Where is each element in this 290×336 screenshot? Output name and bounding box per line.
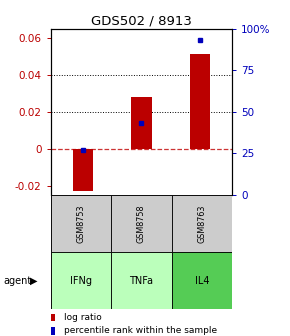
Bar (190, 54, 210, 149)
Bar (111, 252, 172, 309)
Text: IFNg: IFNg (70, 276, 92, 286)
Text: log ratio: log ratio (64, 313, 102, 322)
Bar (51, 252, 111, 309)
Bar (51, 195, 111, 252)
Title: GDS502 / 8913: GDS502 / 8913 (91, 14, 192, 28)
Text: percentile rank within the sample: percentile rank within the sample (64, 327, 217, 335)
Text: agent: agent (3, 276, 31, 286)
Bar (131, 97, 152, 149)
Text: GSM8763: GSM8763 (197, 204, 206, 243)
Text: GSM8758: GSM8758 (137, 204, 146, 243)
Text: ▶: ▶ (30, 276, 38, 286)
Bar (172, 252, 232, 309)
Bar (73, 149, 93, 191)
Text: TNFa: TNFa (129, 276, 153, 286)
Text: GSM8753: GSM8753 (77, 204, 86, 243)
Bar (172, 195, 232, 252)
Text: IL4: IL4 (195, 276, 209, 286)
Bar (111, 195, 172, 252)
